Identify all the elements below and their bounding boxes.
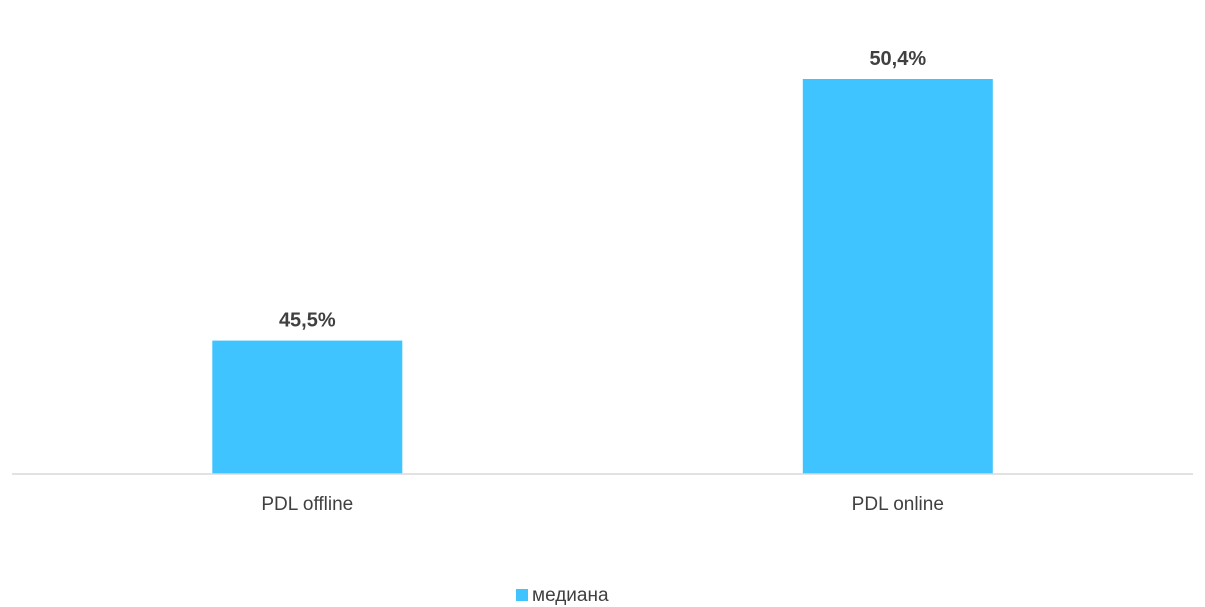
bar-2: [802, 79, 993, 474]
bars-group: [212, 79, 993, 474]
x-tick-labels-group: PDL offline PDL online: [261, 494, 944, 515]
legend-label: медиана: [532, 585, 609, 606]
bar-1: [212, 340, 403, 474]
data-label-2: 50,4%: [869, 48, 926, 70]
data-label-1: 45,5%: [279, 310, 336, 332]
x-tick-label-2: PDL online: [852, 494, 944, 515]
legend-swatch: [516, 589, 528, 601]
data-labels-group: 45,5% 50,4%: [279, 48, 926, 332]
x-tick-label-1: PDL offline: [261, 494, 353, 515]
legend: медиана: [516, 585, 609, 606]
